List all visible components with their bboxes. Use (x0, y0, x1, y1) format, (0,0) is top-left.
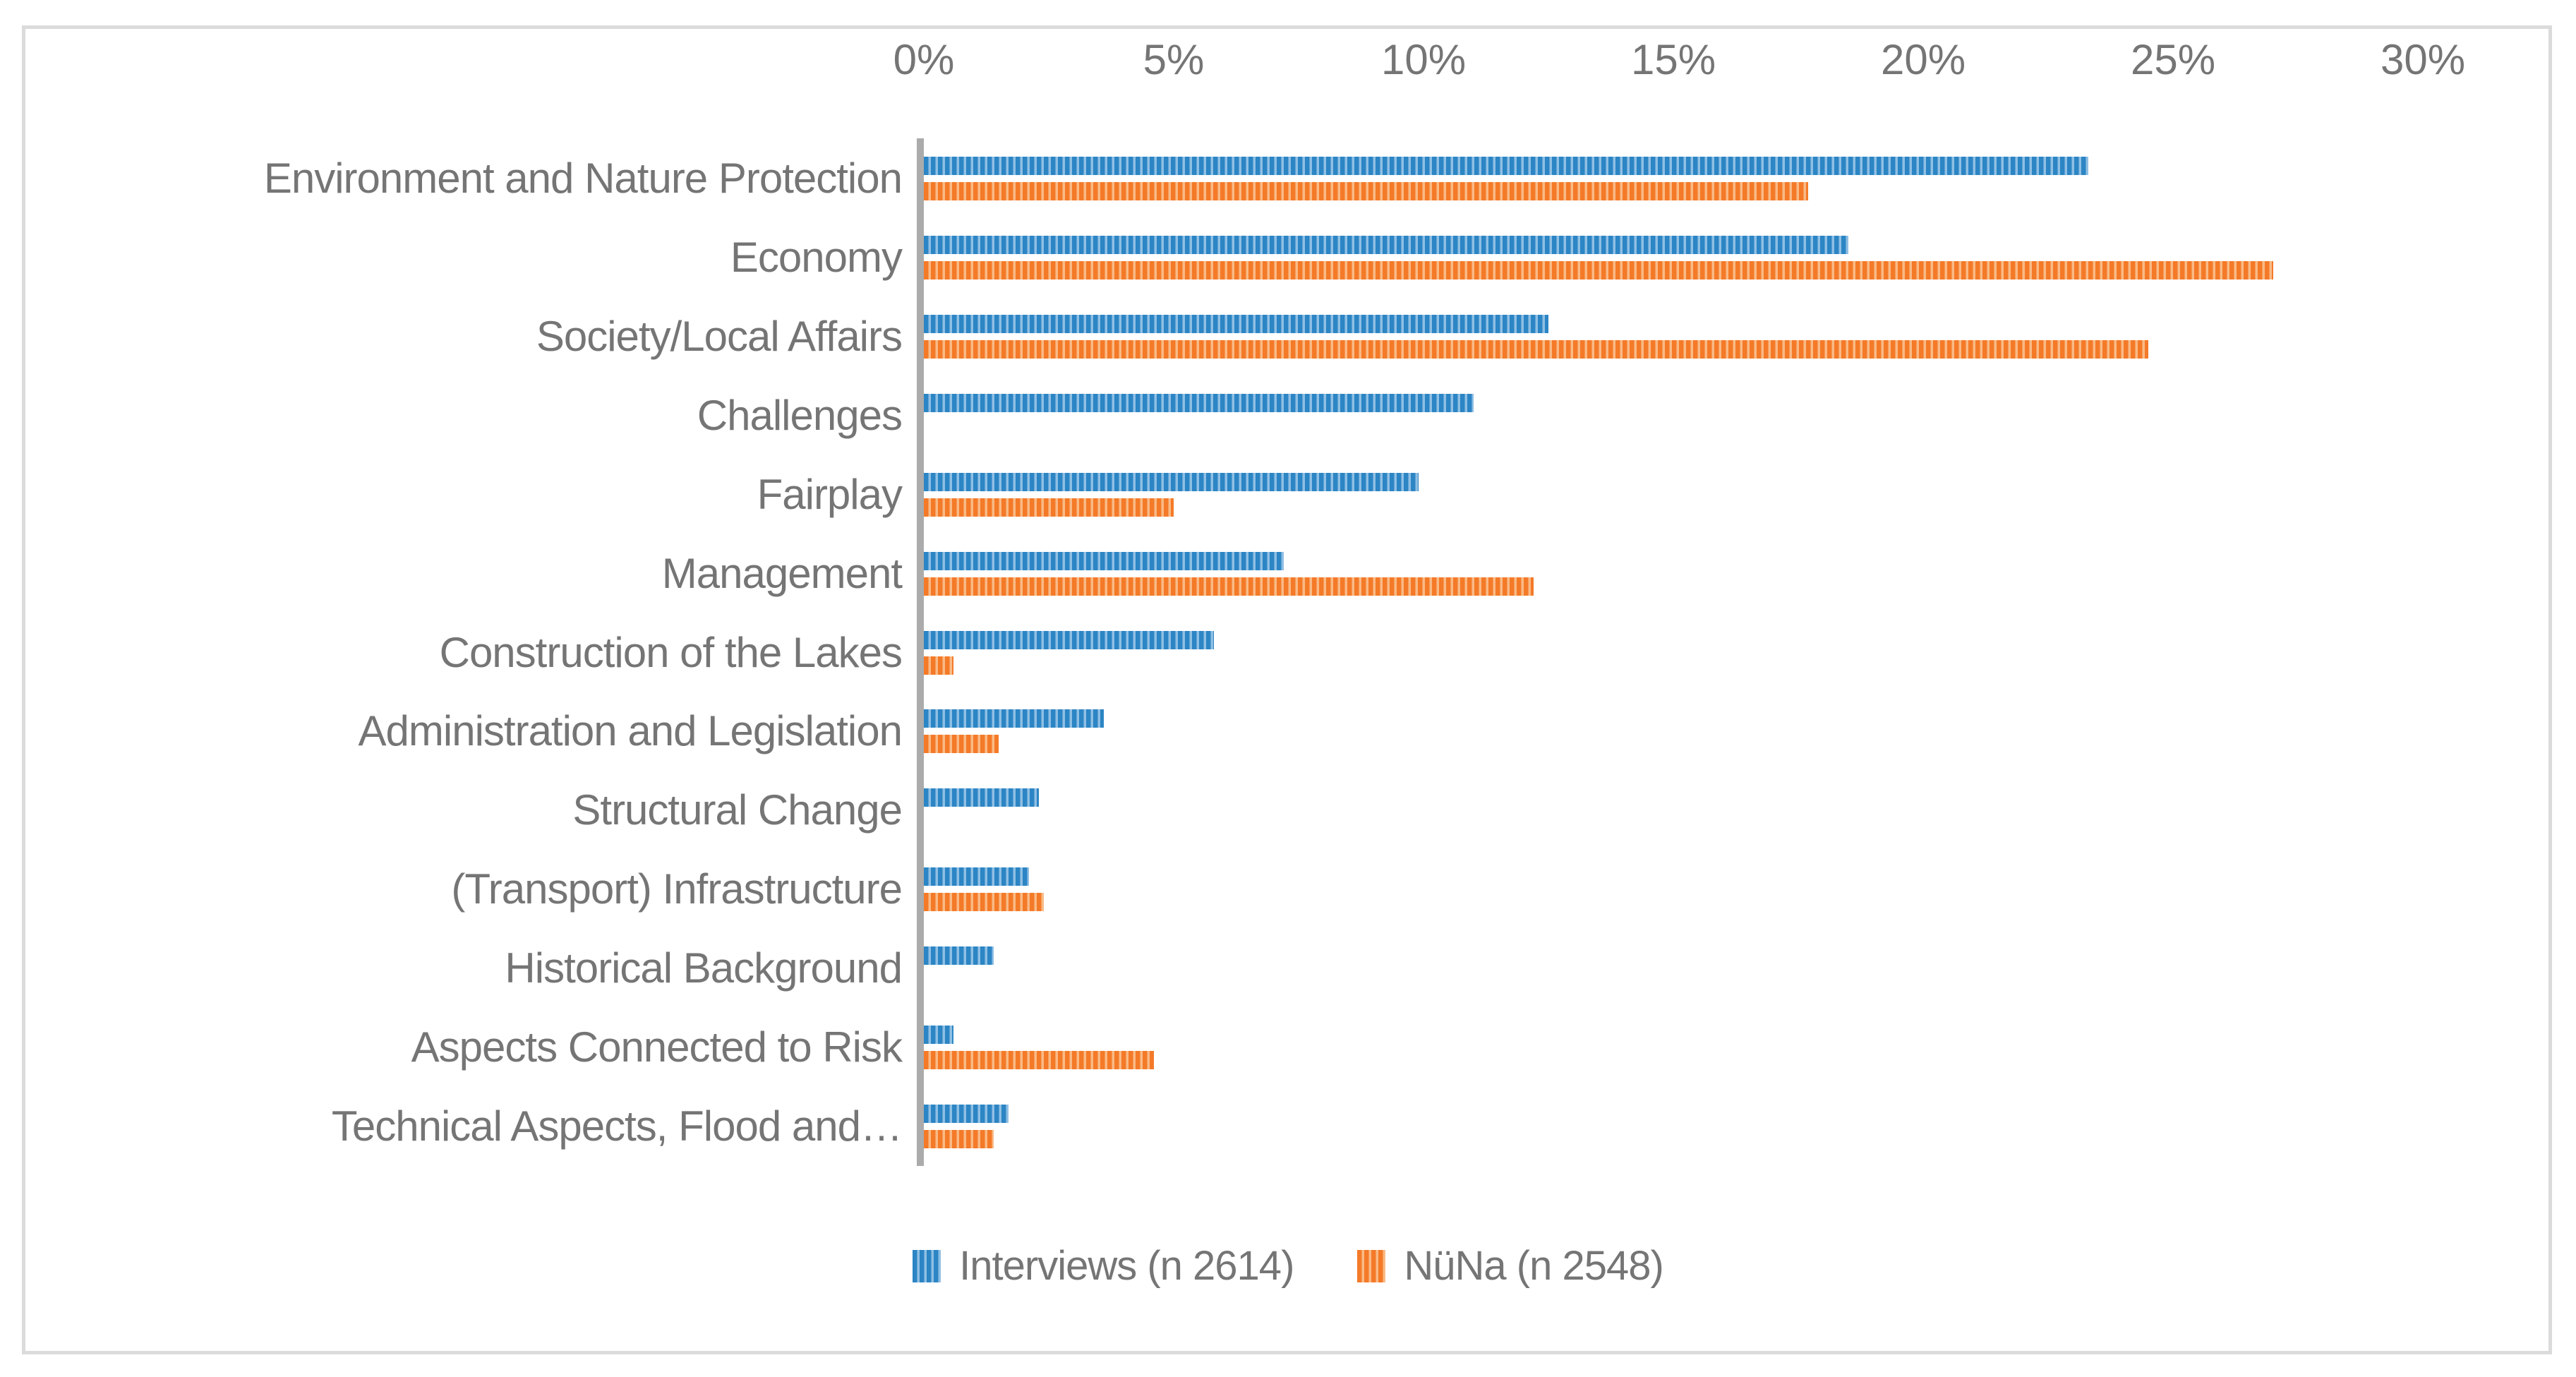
bar-nuna (924, 656, 953, 675)
bar-interviews (924, 709, 1104, 728)
category-label: Construction of the Lakes (439, 629, 903, 676)
category-label: Technical Aspects, Flood and… (331, 1102, 903, 1150)
category-label: Historical Background (505, 944, 903, 992)
y-axis-line (917, 138, 924, 1166)
bar-interviews (924, 473, 1419, 491)
bar-interviews (924, 157, 2088, 175)
category-label: Aspects Connected to Risk (411, 1023, 903, 1071)
chart-frame (22, 25, 2552, 1354)
category-label: Structural Change (572, 786, 903, 834)
x-axis-tick-label: 30% (2380, 36, 2466, 83)
category-label: Society/Local Affairs (536, 313, 903, 360)
legend-item-nuna: NüNa (n 2548) (1357, 1243, 1664, 1289)
category-label: Fairplay (757, 471, 903, 518)
category-label: Environment and Nature Protection (263, 155, 903, 202)
bar-interviews (924, 631, 1214, 649)
bar-nuna (924, 577, 1534, 596)
legend-item-interviews: Interviews (n 2614) (913, 1244, 1294, 1289)
legend-swatch-nuna-icon (1357, 1250, 1386, 1282)
legend-swatch-interviews-icon (913, 1250, 941, 1282)
bar-interviews (924, 946, 994, 965)
x-axis-tick-label: 15% (1630, 36, 1716, 83)
bar-nuna (924, 893, 1044, 911)
bar-interviews (924, 788, 1039, 807)
bar-interviews (924, 236, 1848, 254)
legend-label-nuna: NüNa (n 2548) (1404, 1243, 1663, 1289)
category-label: Administration and Legislation (358, 707, 903, 754)
bar-nuna (924, 1051, 1154, 1069)
bar-interviews (924, 1026, 953, 1044)
bar-interviews (924, 394, 1474, 412)
category-label: Economy (730, 234, 903, 281)
bar-nuna (924, 498, 1174, 517)
bar-interviews (924, 315, 1548, 333)
legend: Interviews (n 2614) NüNa (n 2548) (0, 1244, 2576, 1289)
bar-nuna (924, 182, 1808, 200)
bar-nuna (924, 261, 2273, 279)
category-label: Management (661, 550, 903, 597)
bar-nuna (924, 340, 2148, 359)
x-axis-tick-label: 0% (893, 36, 955, 83)
bar-interviews (924, 552, 1284, 570)
x-axis-tick-label: 10% (1380, 36, 1467, 83)
category-label: (Transport) Infrastructure (451, 865, 903, 913)
bar-interviews (924, 1105, 1009, 1123)
bar-nuna (924, 735, 999, 753)
legend-label-interviews: Interviews (n 2614) (959, 1243, 1294, 1289)
x-axis-tick-label: 20% (1880, 36, 1966, 83)
bar-interviews (924, 867, 1029, 886)
x-axis-tick-label: 5% (1143, 36, 1205, 83)
bar-nuna (924, 1130, 994, 1148)
category-label: Challenges (697, 392, 903, 439)
x-axis-tick-label: 25% (2130, 36, 2216, 83)
